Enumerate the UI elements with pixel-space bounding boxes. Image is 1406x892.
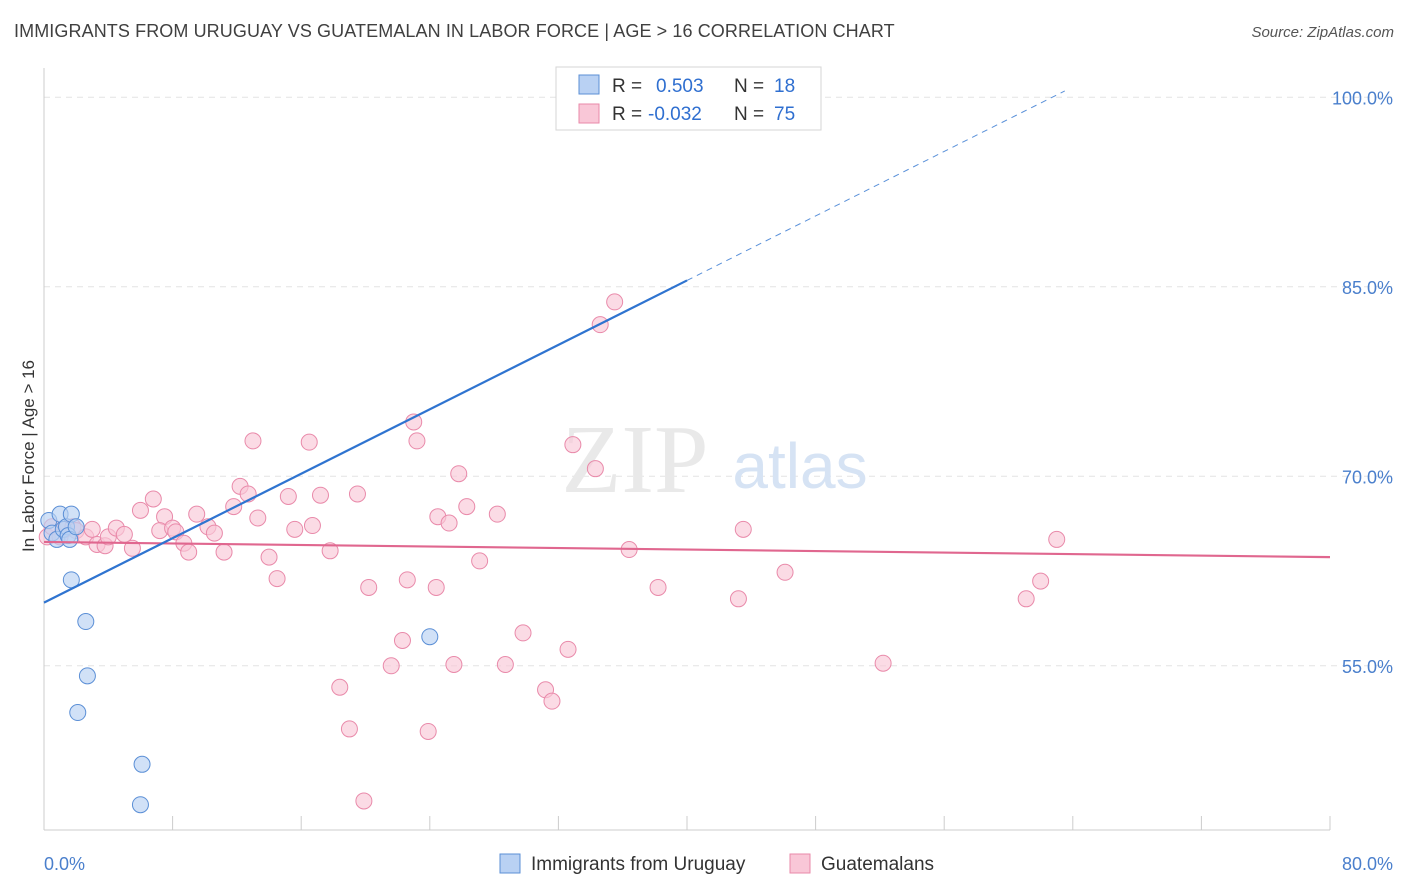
legend-label-guatemalans: Guatemalans <box>821 854 934 875</box>
guatemalan-point <box>144 490 162 508</box>
uruguay-point <box>67 518 85 536</box>
guatemalan-point <box>427 578 445 596</box>
guatemalan-point <box>382 657 400 675</box>
data-points <box>38 82 1066 814</box>
legend-swatch-uruguay <box>499 853 521 874</box>
stats-r-value-1: 0.503 <box>656 76 704 97</box>
stats-n-value-1: 18 <box>774 76 795 97</box>
uruguay-point <box>133 755 151 773</box>
guatemalan-point <box>115 525 133 543</box>
guatemalan-point <box>393 632 411 649</box>
chart-title: IMMIGRANTS FROM URUGUAY VS GUATEMALAN IN… <box>14 21 895 41</box>
stats-r-label-2: R = <box>612 104 642 125</box>
guatemalan-point <box>1017 590 1035 608</box>
uruguay-point <box>78 667 96 685</box>
guatemalan-point <box>205 524 223 542</box>
guatemalan-point <box>776 563 794 581</box>
guatemalan-point <box>729 590 747 608</box>
y-tick-label: 100.0% <box>1332 88 1393 108</box>
y-axis-label: In Labor Force | Age > 16 <box>19 360 38 552</box>
guatemalan-point <box>180 543 198 561</box>
axes: 55.0% 70.0% 85.0% 100.0% <box>43 68 1393 831</box>
stats-n-label-1: N = <box>734 76 764 97</box>
guatemalan-point <box>458 498 476 516</box>
source-label: Source: ZipAtlas.com <box>1251 24 1394 41</box>
trend-lines <box>43 90 1331 604</box>
guatemalan-point <box>331 678 349 696</box>
guatemalan-point <box>215 543 233 561</box>
guatemalan-trend-line <box>43 540 1331 559</box>
guatemalan-point <box>450 465 468 483</box>
legend-label-uruguay: Immigrants from Uruguay <box>531 854 746 875</box>
guatemalan-point <box>874 654 892 672</box>
guatemalan-point <box>268 570 286 588</box>
guatemalan-point <box>188 505 206 523</box>
watermark: ZIP atlas <box>562 406 868 514</box>
uruguay-trend-line <box>43 279 688 604</box>
guatemalan-point <box>586 460 604 478</box>
guatemalan-point <box>419 722 437 740</box>
stats-n-value-2: 75 <box>774 104 795 125</box>
uruguay-point <box>421 628 439 646</box>
stats-swatch-pink <box>578 103 600 124</box>
guatemalan-point <box>649 578 667 596</box>
guatemalan-point <box>496 656 514 674</box>
guatemalan-point <box>355 792 373 810</box>
guatemalan-point <box>260 548 278 566</box>
guatemalan-point <box>321 542 339 560</box>
series-legend: Immigrants from Uruguay Guatemalans <box>499 853 934 875</box>
guatemalan-point <box>286 520 304 538</box>
guatemalan-point <box>244 432 262 450</box>
guatemalan-point <box>408 432 426 450</box>
stats-swatch-blue <box>578 74 600 95</box>
guatemalan-point <box>734 520 752 538</box>
uruguay-point <box>77 613 95 631</box>
guatemalan-point <box>488 505 506 523</box>
guatemalan-point <box>471 552 489 570</box>
guatemalan-point <box>303 517 321 535</box>
guatemalan-point <box>1032 572 1050 590</box>
stats-r-value-2: -0.032 <box>648 104 702 125</box>
x-tick-label-max: 80.0% <box>1342 854 1393 874</box>
guatemalan-point <box>348 485 366 503</box>
guatemalan-point <box>249 509 267 527</box>
watermark-atlas: atlas <box>732 430 867 502</box>
uruguay-point <box>69 704 87 722</box>
gridlines <box>44 96 1393 667</box>
stats-legend-box <box>555 66 822 131</box>
guatemalan-point <box>564 436 582 454</box>
guatemalan-point <box>559 640 577 658</box>
guatemalan-point <box>440 514 458 532</box>
guatemalan-point <box>445 656 463 674</box>
guatemalan-point <box>543 692 561 710</box>
guatemalan-point <box>398 571 416 589</box>
guatemalan-point <box>83 520 101 538</box>
guatemalan-point <box>311 486 329 504</box>
uruguay-trend-extension <box>686 90 1065 281</box>
guatemalan-point <box>1048 530 1066 548</box>
guatemalan-point <box>340 720 358 738</box>
stats-n-label-2: N = <box>734 104 764 125</box>
guatemalan-point <box>360 578 378 596</box>
x-tick-label-min: 0.0% <box>44 854 85 874</box>
guatemalan-point <box>514 624 532 642</box>
guatemalan-point <box>131 501 149 519</box>
guatemalan-point <box>123 539 141 557</box>
y-tick-label: 55.0% <box>1342 657 1393 677</box>
stats-r-label-1: R = <box>612 76 642 97</box>
guatemalan-point <box>606 293 624 311</box>
legend-swatch-guatemalans <box>789 853 811 874</box>
watermark-zip: ZIP <box>562 406 709 514</box>
guatemalan-point <box>300 433 318 451</box>
y-tick-label: 85.0% <box>1342 278 1393 298</box>
y-tick-label: 70.0% <box>1342 467 1393 487</box>
guatemalan-point <box>279 487 297 505</box>
stats-legend: R = 0.503 N = 18 R = -0.032 N = 75 <box>555 66 822 131</box>
uruguay-point <box>131 796 149 814</box>
